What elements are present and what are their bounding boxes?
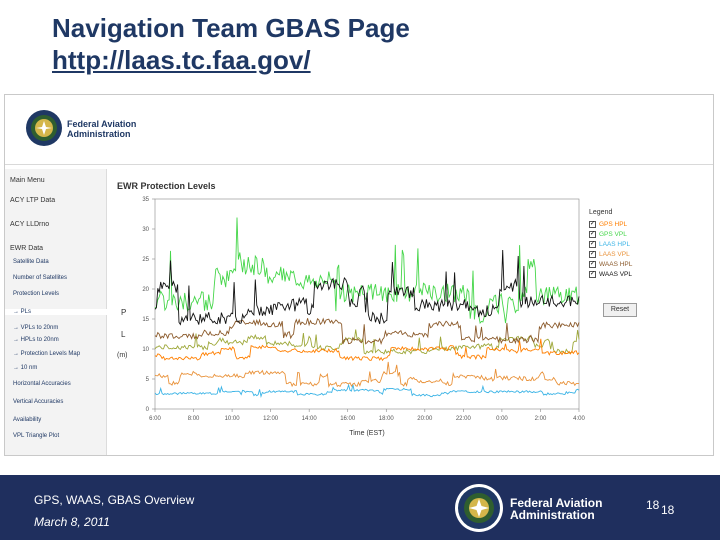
x-tick-label: 16:00 [340, 416, 356, 422]
legend-item[interactable]: ✓ GPS VPL [589, 229, 669, 239]
y-tick-label: 10 [142, 347, 149, 353]
legend-item[interactable]: ✓ GPS HPL [589, 219, 669, 229]
sidebar-item[interactable]: → PLs [5, 309, 107, 315]
plot-frame [154, 198, 580, 410]
legend-label: LAAS HPL [599, 240, 631, 248]
legend-checkbox[interactable]: ✓ [589, 240, 596, 248]
legend-label: WAAS HPL [599, 260, 633, 268]
legend-label: GPS VPL [599, 230, 627, 238]
sidebar-item[interactable]: Availability [13, 417, 42, 423]
y-tick-label: 25 [142, 257, 149, 263]
site-sidebar: Main Menu ACY LTP Data ACY LLDrno EWR Data S… [5, 169, 107, 455]
x-tick-label: 4:00 [573, 416, 585, 422]
site-agency-name: Federal Aviation Administration [67, 119, 137, 139]
series-line [154, 329, 580, 355]
y-tick-label: 20 [142, 287, 149, 293]
protection-levels-chart: 0 5 10 15 20 25 30 35 6:00 8:00 10:00 12:00 14:00 16:… [117, 197, 585, 437]
chart-panel: EWR Protection Levels 0 5 10 15 20 25 30 35 6:00… [109, 169, 713, 455]
y-tick-label: 15 [142, 317, 149, 323]
y-tick-label: 35 [142, 197, 149, 203]
site-header: Federal Aviation Administration [5, 95, 713, 165]
sidebar-item[interactable]: Horizontal Accuracies [13, 381, 71, 387]
slide-footer: GPS, WAAS, GBAS Overview March 8, 2011 F… [0, 475, 720, 540]
chart-legend: Legend ✓ GPS HPL ✓ GPS VPL ✓ LAAS HPL ✓ LAAS VP… [589, 209, 669, 279]
sidebar-item[interactable]: ACY LLDrno [10, 221, 50, 228]
x-tick-label: 0:00 [496, 416, 508, 422]
x-tick-label: 10:00 [225, 416, 241, 422]
sidebar-item[interactable]: Number of Satellites [13, 275, 68, 281]
chart-title: EWR Protection Levels [117, 181, 216, 191]
y-axis-label-part: L [121, 330, 126, 339]
x-axis-label: Time (EST) [349, 430, 385, 437]
footer-title: GPS, WAAS, GBAS Overview [34, 493, 195, 507]
footer-agency-name: Federal Aviation Administration [510, 496, 603, 522]
legend-label: WAAS VPL [599, 270, 632, 278]
legend-checkbox[interactable]: ✓ [589, 270, 596, 278]
page-number-duplicate: 18 [661, 503, 675, 517]
legend-item[interactable]: ✓ LAAS VPL [589, 249, 669, 259]
sidebar-item[interactable]: → HPLs to 20nm [13, 337, 59, 343]
footer-date: March 8, 2011 [34, 515, 110, 529]
website-screenshot: Federal Aviation Administration Main Men… [4, 94, 714, 456]
slide-title: Navigation Team GBAS Page [52, 13, 410, 43]
legend-label: GPS HPL [599, 220, 628, 228]
sidebar-item[interactable]: Protection Levels [13, 291, 60, 297]
x-tick-label: 2:00 [535, 416, 547, 422]
sidebar-item[interactable]: → VPLs to 20nm [13, 325, 59, 331]
sidebar-item[interactable]: ACY LTP Data [10, 197, 56, 204]
slide-url-link[interactable]: http://laas.tc.faa.gov/ [52, 45, 311, 75]
y-axis-unit: (m) [117, 352, 128, 359]
sidebar-item[interactable]: → 10 nm [13, 365, 38, 371]
sidebar-item[interactable]: → Protection Levels Map [13, 351, 81, 357]
sidebar-item[interactable]: VPL Triangle Plot [13, 433, 60, 439]
sidebar-item[interactable]: Satellite Data [13, 259, 49, 265]
series-line [154, 249, 580, 326]
x-tick-label: 22:00 [456, 416, 472, 422]
x-tick-label: 18:00 [379, 416, 395, 422]
sidebar-item[interactable]: Main Menu [10, 177, 45, 184]
y-axis-label-part: P [121, 308, 126, 317]
faa-seal-icon [26, 110, 62, 146]
y-tick-label: 30 [142, 227, 149, 233]
page-number: 18 [646, 498, 660, 512]
x-tick-label: 14:00 [302, 416, 318, 422]
legend-item[interactable]: ✓ WAAS VPL [589, 269, 669, 279]
legend-title: Legend [589, 209, 613, 216]
legend-checkbox[interactable]: ✓ [589, 260, 596, 268]
y-tick-label: 5 [146, 377, 150, 383]
series-line [154, 338, 580, 362]
x-tick-label: 8:00 [188, 416, 200, 422]
series-line [154, 317, 580, 345]
series-line [154, 361, 579, 388]
legend-checkbox[interactable]: ✓ [589, 220, 596, 228]
x-tick-label: 12:00 [263, 416, 279, 422]
sidebar-item[interactable]: EWR Data [10, 245, 44, 252]
legend-item[interactable]: ✓ WAAS HPL [589, 259, 669, 269]
series-line [154, 383, 580, 398]
legend-item[interactable]: ✓ LAAS HPL [589, 239, 669, 249]
legend-label: LAAS VPL [599, 250, 630, 258]
sidebar-item[interactable]: Vertical Accuracies [13, 399, 64, 405]
legend-checkbox[interactable]: ✓ [589, 230, 596, 238]
faa-seal-icon [455, 484, 503, 532]
y-tick-label: 0 [146, 407, 150, 413]
x-tick-label: 20:00 [417, 416, 433, 422]
legend-checkbox[interactable]: ✓ [589, 250, 596, 258]
reset-button[interactable]: Reset [603, 303, 637, 317]
x-tick-label: 6:00 [149, 416, 161, 422]
